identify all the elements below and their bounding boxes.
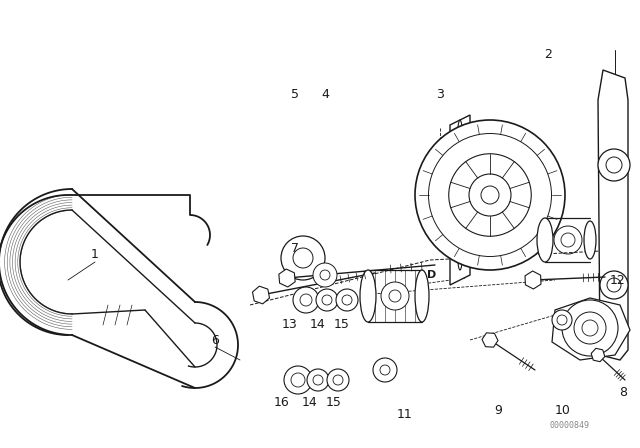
Text: 13: 13 [282,319,298,332]
Circle shape [415,120,565,270]
Ellipse shape [360,270,376,322]
Circle shape [342,295,352,305]
Text: 15: 15 [326,396,342,409]
Circle shape [284,366,312,394]
Polygon shape [253,286,269,304]
Circle shape [380,365,390,375]
Circle shape [607,278,621,292]
Circle shape [322,295,332,305]
Circle shape [336,289,358,311]
Text: 9: 9 [494,404,502,417]
Text: 14: 14 [302,396,318,409]
Circle shape [307,369,329,391]
Text: 14: 14 [310,319,326,332]
Polygon shape [450,115,470,285]
Circle shape [293,248,313,268]
Polygon shape [552,298,630,360]
Circle shape [552,310,572,330]
Text: 7: 7 [291,241,299,254]
Circle shape [429,134,552,257]
Text: 4: 4 [321,89,329,102]
Text: 8: 8 [619,387,627,400]
Text: 6: 6 [211,333,219,346]
Circle shape [313,375,323,385]
Circle shape [281,236,325,280]
Text: 2: 2 [544,48,552,61]
Text: 12: 12 [610,273,626,287]
Text: 10: 10 [555,404,571,417]
Circle shape [327,369,349,391]
Text: 5: 5 [291,89,299,102]
Circle shape [313,263,337,287]
Circle shape [389,290,401,302]
Polygon shape [598,70,628,360]
Circle shape [600,271,628,299]
Circle shape [333,375,343,385]
Ellipse shape [584,221,596,259]
Circle shape [598,149,630,181]
Text: 1: 1 [91,249,99,262]
Circle shape [316,289,338,311]
Circle shape [373,358,397,382]
Text: 16: 16 [274,396,290,409]
Ellipse shape [455,120,465,270]
Circle shape [606,157,622,173]
Circle shape [320,270,330,280]
Polygon shape [482,333,498,347]
Text: D: D [428,270,436,280]
Circle shape [574,312,606,344]
Circle shape [381,282,409,310]
Circle shape [300,294,312,306]
Circle shape [557,315,567,325]
Circle shape [293,287,319,313]
Circle shape [469,174,511,216]
Polygon shape [279,269,295,287]
Text: 15: 15 [334,319,350,332]
Text: 11: 11 [397,409,413,422]
Circle shape [582,320,598,336]
Text: 00000849: 00000849 [550,421,590,430]
Circle shape [481,186,499,204]
Circle shape [449,154,531,236]
Polygon shape [591,348,605,362]
Circle shape [562,300,618,356]
Ellipse shape [415,270,429,322]
Circle shape [291,373,305,387]
Polygon shape [525,271,541,289]
Ellipse shape [537,218,553,262]
Text: 3: 3 [436,89,444,102]
